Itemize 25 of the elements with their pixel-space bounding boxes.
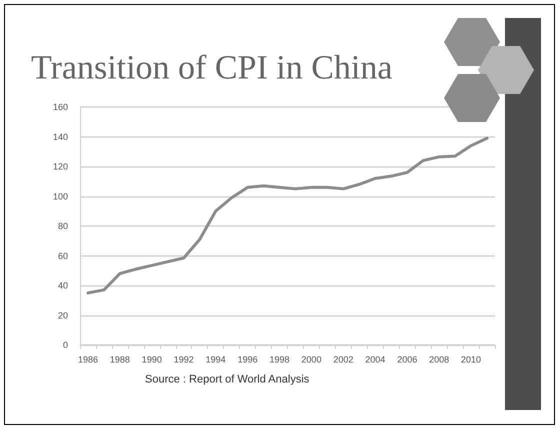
x-tick-label: 2002 — [333, 354, 354, 364]
x-tick-label: 1988 — [110, 354, 130, 364]
x-tick-label: 2000 — [301, 354, 322, 364]
x-tick-label: 2006 — [397, 354, 418, 364]
chart-title: Transition of CPI in China — [31, 50, 392, 86]
x-tick-label: 1998 — [270, 354, 290, 364]
x-tick-label: 2008 — [429, 354, 450, 364]
y-tick-label: 20 — [58, 310, 68, 320]
x-tick-label: 1994 — [206, 354, 226, 364]
y-tick-label: 0 — [62, 340, 68, 350]
source-note: Source : Report of World Analysis — [145, 374, 310, 386]
y-tick-label: 140 — [52, 132, 68, 142]
y-tick-label: 60 — [58, 250, 68, 261]
line-series — [86, 136, 489, 294]
x-tick-label: 2004 — [365, 354, 386, 364]
y-tick-label: 120 — [52, 162, 68, 172]
y-tick-label: 100 — [52, 191, 68, 202]
x-tick-label: 2010 — [461, 354, 482, 364]
y-tick-label: 80 — [58, 221, 68, 231]
y-tick-label: 40 — [58, 280, 68, 290]
x-tick-label: 1992 — [174, 354, 194, 364]
x-tick-label: 1996 — [238, 354, 258, 364]
y-tick-label: 160 — [52, 102, 68, 112]
x-tick-label: 1990 — [142, 354, 162, 364]
x-tick-label: 1986 — [78, 354, 98, 364]
